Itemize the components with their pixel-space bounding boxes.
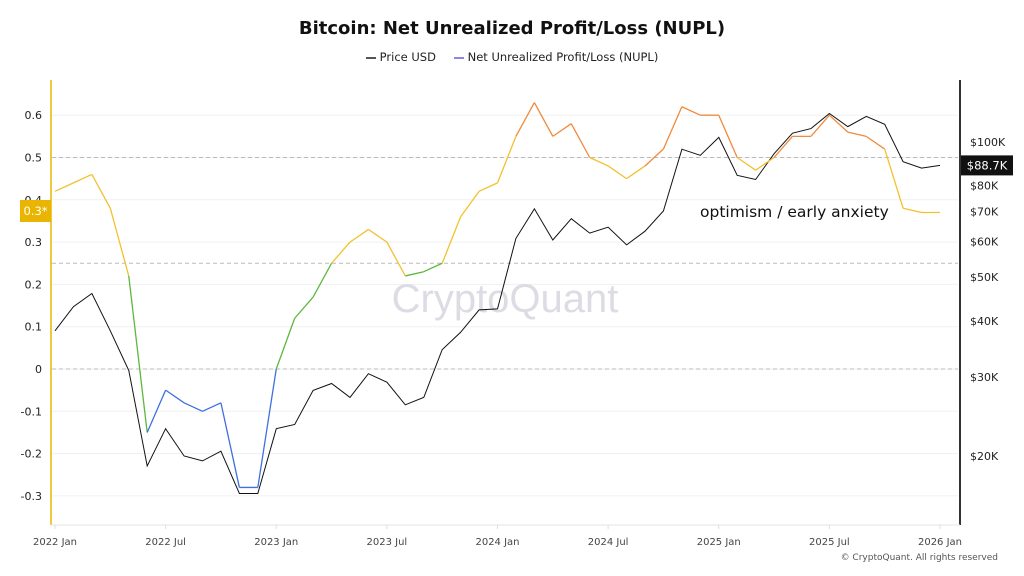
- nupl-segment: [865, 135, 886, 150]
- nupl-segment: [294, 296, 314, 319]
- legend: Price USD Net Unrealized Profit/Loss (NU…: [0, 50, 1024, 64]
- legend-swatch-price: [365, 56, 376, 59]
- nupl-segment: [91, 174, 111, 209]
- legend-label-nupl: Net Unrealized Profit/Loss (NUPL): [467, 50, 659, 64]
- nupl-segment: [515, 102, 535, 137]
- nupl-segment: [109, 208, 130, 277]
- left-tick-label: -0.3: [21, 490, 42, 503]
- nupl-segment: [275, 318, 296, 370]
- nupl-segment: [662, 106, 683, 150]
- nupl-segment: [902, 207, 922, 214]
- nupl-segment: [128, 275, 148, 433]
- price-badge: [961, 155, 1013, 176]
- right-tick-label: $50K: [970, 271, 999, 284]
- price-badge-label: $88.7K: [967, 158, 1008, 172]
- nupl-segment: [368, 228, 388, 243]
- nupl-segment: [755, 156, 775, 171]
- price-line: [54, 112, 941, 494]
- legend-label-price: Price USD: [379, 50, 436, 64]
- annotation: optimism / early anxiety: [700, 203, 889, 221]
- nupl-segment: [681, 106, 701, 116]
- nupl-segment: [257, 368, 277, 488]
- x-tick-label: 2024 Jan: [475, 537, 519, 548]
- x-tick-label: 2022 Jul: [145, 537, 186, 548]
- x-tick-label: 2025 Jan: [697, 537, 741, 548]
- left-tick-label: -0.1: [21, 405, 42, 418]
- nupl-segment: [570, 123, 591, 158]
- nupl-segment: [405, 271, 424, 277]
- right-tick-label: $100K: [970, 136, 1006, 149]
- x-tick-label: 2022 Jan: [33, 537, 77, 548]
- nupl-segment: [736, 156, 756, 171]
- nupl-segment: [183, 402, 203, 412]
- nupl-segment: [478, 182, 498, 192]
- left-tick-label: 0.5: [25, 152, 43, 165]
- nupl-badge: [20, 200, 51, 222]
- nupl-segment: [460, 190, 480, 218]
- nupl-segment: [220, 402, 241, 488]
- nupl-segment: [386, 241, 406, 277]
- copyright: © CryptoQuant. All rights reserved: [840, 553, 998, 563]
- x-tick-label: 2026 Jan: [918, 537, 962, 548]
- chart-title: Bitcoin: Net Unrealized Profit/Loss (NUP…: [298, 18, 726, 39]
- legend-item-price[interactable]: Price USD: [365, 50, 436, 64]
- left-tick-label: 0: [35, 363, 42, 376]
- nupl-segment: [54, 182, 74, 192]
- x-tick-label: 2023 Jul: [367, 537, 408, 548]
- x-tick-label: 2024 Jul: [588, 537, 629, 548]
- nupl-segment: [441, 216, 462, 264]
- left-tick-label: -0.2: [21, 448, 42, 461]
- nupl-segment: [496, 136, 517, 184]
- left-tick-label: 0.3: [25, 236, 43, 249]
- nupl-segment: [73, 173, 93, 184]
- x-tick-label: 2025 Jul: [809, 537, 850, 548]
- nupl-segment: [773, 135, 793, 158]
- nupl-segment: [146, 389, 167, 433]
- nupl-segment: [165, 389, 185, 404]
- legend-swatch-nupl: [453, 56, 464, 59]
- left-tick-label: 0.6: [25, 109, 43, 122]
- nupl-segment: [349, 228, 369, 243]
- nupl-segment: [718, 114, 738, 158]
- nupl-segment: [626, 165, 646, 180]
- x-tick-label: 2023 Jan: [254, 537, 298, 548]
- right-tick-label: $30K: [970, 371, 999, 384]
- nupl-segment: [423, 262, 443, 273]
- nupl-segment: [552, 123, 572, 137]
- right-tick-label: $80K: [970, 180, 999, 193]
- left-tick-label: 0.1: [25, 321, 43, 334]
- right-tick-label: $40K: [970, 315, 999, 328]
- nupl-segment: [312, 262, 333, 298]
- nupl-segment: [589, 156, 609, 167]
- nupl-segment: [847, 131, 867, 137]
- nupl-segment: [810, 114, 830, 137]
- nupl-segment: [533, 102, 554, 137]
- nupl-badge-label: 0.3*: [23, 204, 47, 218]
- left-tick-label: 0.2: [25, 278, 43, 291]
- nupl-segment: [644, 148, 664, 167]
- watermark: CryptoQuant: [392, 277, 619, 321]
- nupl-segment: [202, 402, 222, 412]
- nupl-segment: [828, 114, 849, 133]
- nupl-segment: [331, 241, 351, 264]
- right-tick-label: $20K: [970, 450, 999, 463]
- right-tick-label: $70K: [970, 206, 999, 219]
- nupl-segment: [607, 165, 627, 180]
- nupl-segment: [884, 148, 904, 209]
- legend-item-nupl[interactable]: Net Unrealized Profit/Loss (NUPL): [453, 50, 659, 64]
- right-tick-label: $60K: [970, 236, 999, 249]
